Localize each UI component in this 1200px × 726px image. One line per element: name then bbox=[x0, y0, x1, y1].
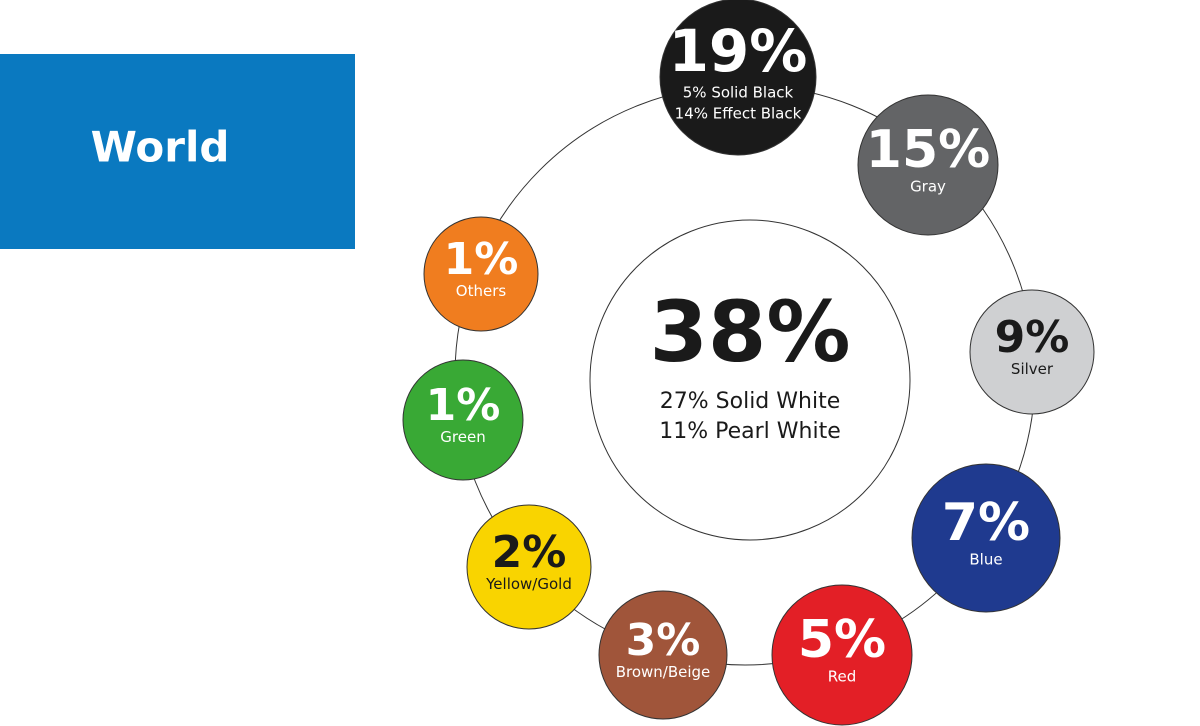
percent-label: 1% bbox=[444, 234, 519, 285]
color-bubble bbox=[402, 359, 524, 481]
percent-label: 19% bbox=[669, 17, 808, 85]
color-label: Silver bbox=[1011, 360, 1054, 378]
color-label: 27% Solid White bbox=[660, 389, 840, 414]
color-bubble bbox=[969, 289, 1095, 415]
title: World bbox=[91, 123, 230, 172]
color-label: Gray bbox=[910, 178, 946, 196]
color-label: Yellow/Gold bbox=[485, 575, 572, 593]
color-bubble bbox=[659, 0, 817, 156]
color-label: Others bbox=[456, 282, 507, 300]
color-label: 14% Effect Black bbox=[675, 104, 802, 122]
percent-label: 7% bbox=[942, 493, 1030, 553]
percent-label: 15% bbox=[866, 120, 990, 180]
color-bubble bbox=[911, 463, 1061, 613]
title-box bbox=[0, 54, 355, 249]
percent-label: 2% bbox=[492, 527, 567, 578]
color-label: 5% Solid Black bbox=[683, 83, 794, 101]
percent-label: 38% bbox=[649, 283, 850, 381]
color-bubble bbox=[466, 504, 592, 630]
percent-label: 5% bbox=[798, 610, 886, 670]
percent-label: 1% bbox=[426, 380, 501, 431]
color-bubble bbox=[423, 216, 539, 332]
color-label: Red bbox=[828, 668, 857, 686]
color-label: 11% Pearl White bbox=[659, 419, 841, 444]
color-bubble bbox=[857, 94, 999, 236]
color-label: Blue bbox=[969, 551, 1002, 569]
color-label: Green bbox=[440, 428, 485, 446]
color-label: Brown/Beige bbox=[616, 663, 711, 681]
color-bubble bbox=[589, 219, 911, 541]
color-bubble bbox=[598, 590, 728, 720]
percent-label: 3% bbox=[626, 615, 701, 666]
color-bubble bbox=[771, 584, 913, 726]
percent-label: 9% bbox=[995, 312, 1070, 363]
